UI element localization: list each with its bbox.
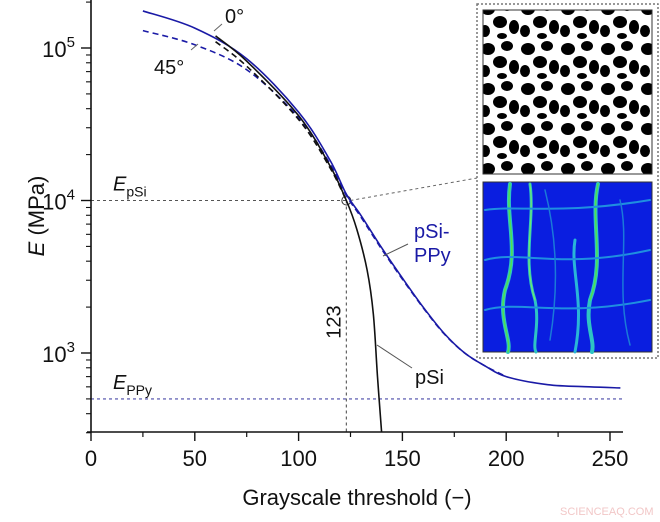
y-axis-title: E (MPa) [24,176,49,257]
reference-label-ppy: EPPy [113,372,152,398]
annotations: 0° 45° pSi-PPy pSi [154,6,451,389]
annotation-45deg: 45° [154,57,184,79]
reference-label-psi: EpSi [113,174,147,200]
annotation-psi-ppy-line1: pSi- [414,221,450,243]
x-axis-title: Grayscale threshold (−) [242,485,471,510]
x-tick-label: 150 [384,446,421,471]
inset-panel [476,3,659,359]
x-tick-label: 250 [592,446,629,471]
stress-field-inset [482,181,653,354]
annotation-psi: pSi [415,367,444,389]
axes: 0 50 100 150 200 250 103 104 105 Grayscale thresh… [24,0,628,510]
x-tick-label: 200 [488,446,525,471]
y-tick-label: 104 [42,187,75,215]
y-tick-label: 103 [42,339,75,367]
y-tick-label: 105 [42,34,75,62]
x-tick-label: 0 [85,446,97,471]
watermark: SCIENCEAQ.COM [560,506,654,518]
binary-microstructure-inset [482,9,653,175]
threshold-marker-label: 123 [323,305,345,338]
inset-lead-line [350,177,478,201]
annotation-psi-ppy-line2: PPy [414,245,451,267]
series-psi-45- [215,41,348,201]
annotation-0deg: 0° [225,6,244,28]
series-psi-ppy-45- [142,29,507,378]
curves [142,10,621,432]
series-psi-0- [215,35,383,432]
x-tick-label: 50 [183,446,207,471]
x-tick-label: 100 [280,446,317,471]
